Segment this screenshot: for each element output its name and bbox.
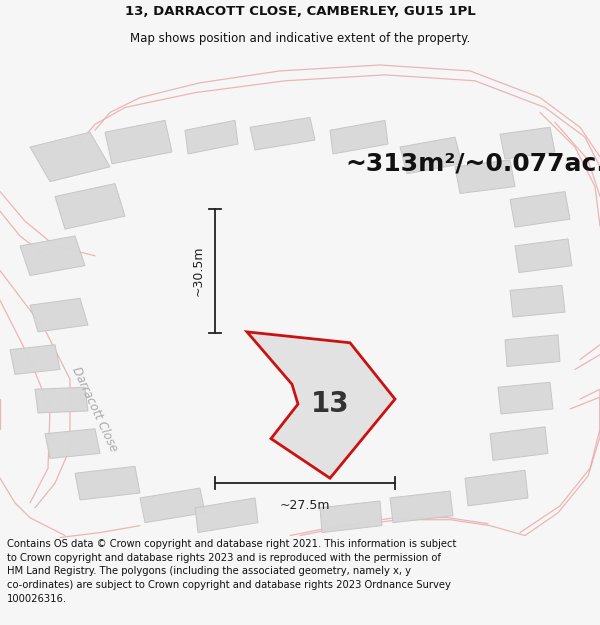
Polygon shape [320,501,382,532]
Polygon shape [400,137,462,174]
Text: Darracott Close: Darracott Close [70,364,121,454]
Polygon shape [510,191,570,227]
Text: Contains OS data © Crown copyright and database right 2021. This information is : Contains OS data © Crown copyright and d… [7,539,457,604]
Text: Map shows position and indicative extent of the property.: Map shows position and indicative extent… [130,32,470,45]
Polygon shape [250,118,315,150]
Polygon shape [455,160,515,194]
Polygon shape [330,121,388,154]
Polygon shape [10,345,60,374]
Polygon shape [195,498,258,532]
Text: ~30.5m: ~30.5m [192,246,205,296]
Polygon shape [490,427,548,461]
Polygon shape [105,121,172,164]
Polygon shape [55,184,125,229]
Polygon shape [140,488,205,522]
Polygon shape [20,236,85,276]
Polygon shape [515,239,572,272]
Polygon shape [35,388,88,413]
Polygon shape [247,332,395,478]
Polygon shape [75,466,140,500]
Text: 13, DARRACOTT CLOSE, CAMBERLEY, GU15 1PL: 13, DARRACOTT CLOSE, CAMBERLEY, GU15 1PL [125,5,475,18]
Polygon shape [30,298,88,332]
Polygon shape [510,286,565,317]
Polygon shape [185,121,238,154]
Polygon shape [505,335,560,366]
Text: ~27.5m: ~27.5m [280,499,330,512]
Polygon shape [500,127,555,159]
Polygon shape [465,470,528,506]
Polygon shape [45,429,100,458]
Polygon shape [390,491,453,522]
Text: 13: 13 [311,390,349,418]
Polygon shape [498,382,553,414]
Text: ~313m²/~0.077ac.: ~313m²/~0.077ac. [345,152,600,176]
Polygon shape [30,132,110,182]
